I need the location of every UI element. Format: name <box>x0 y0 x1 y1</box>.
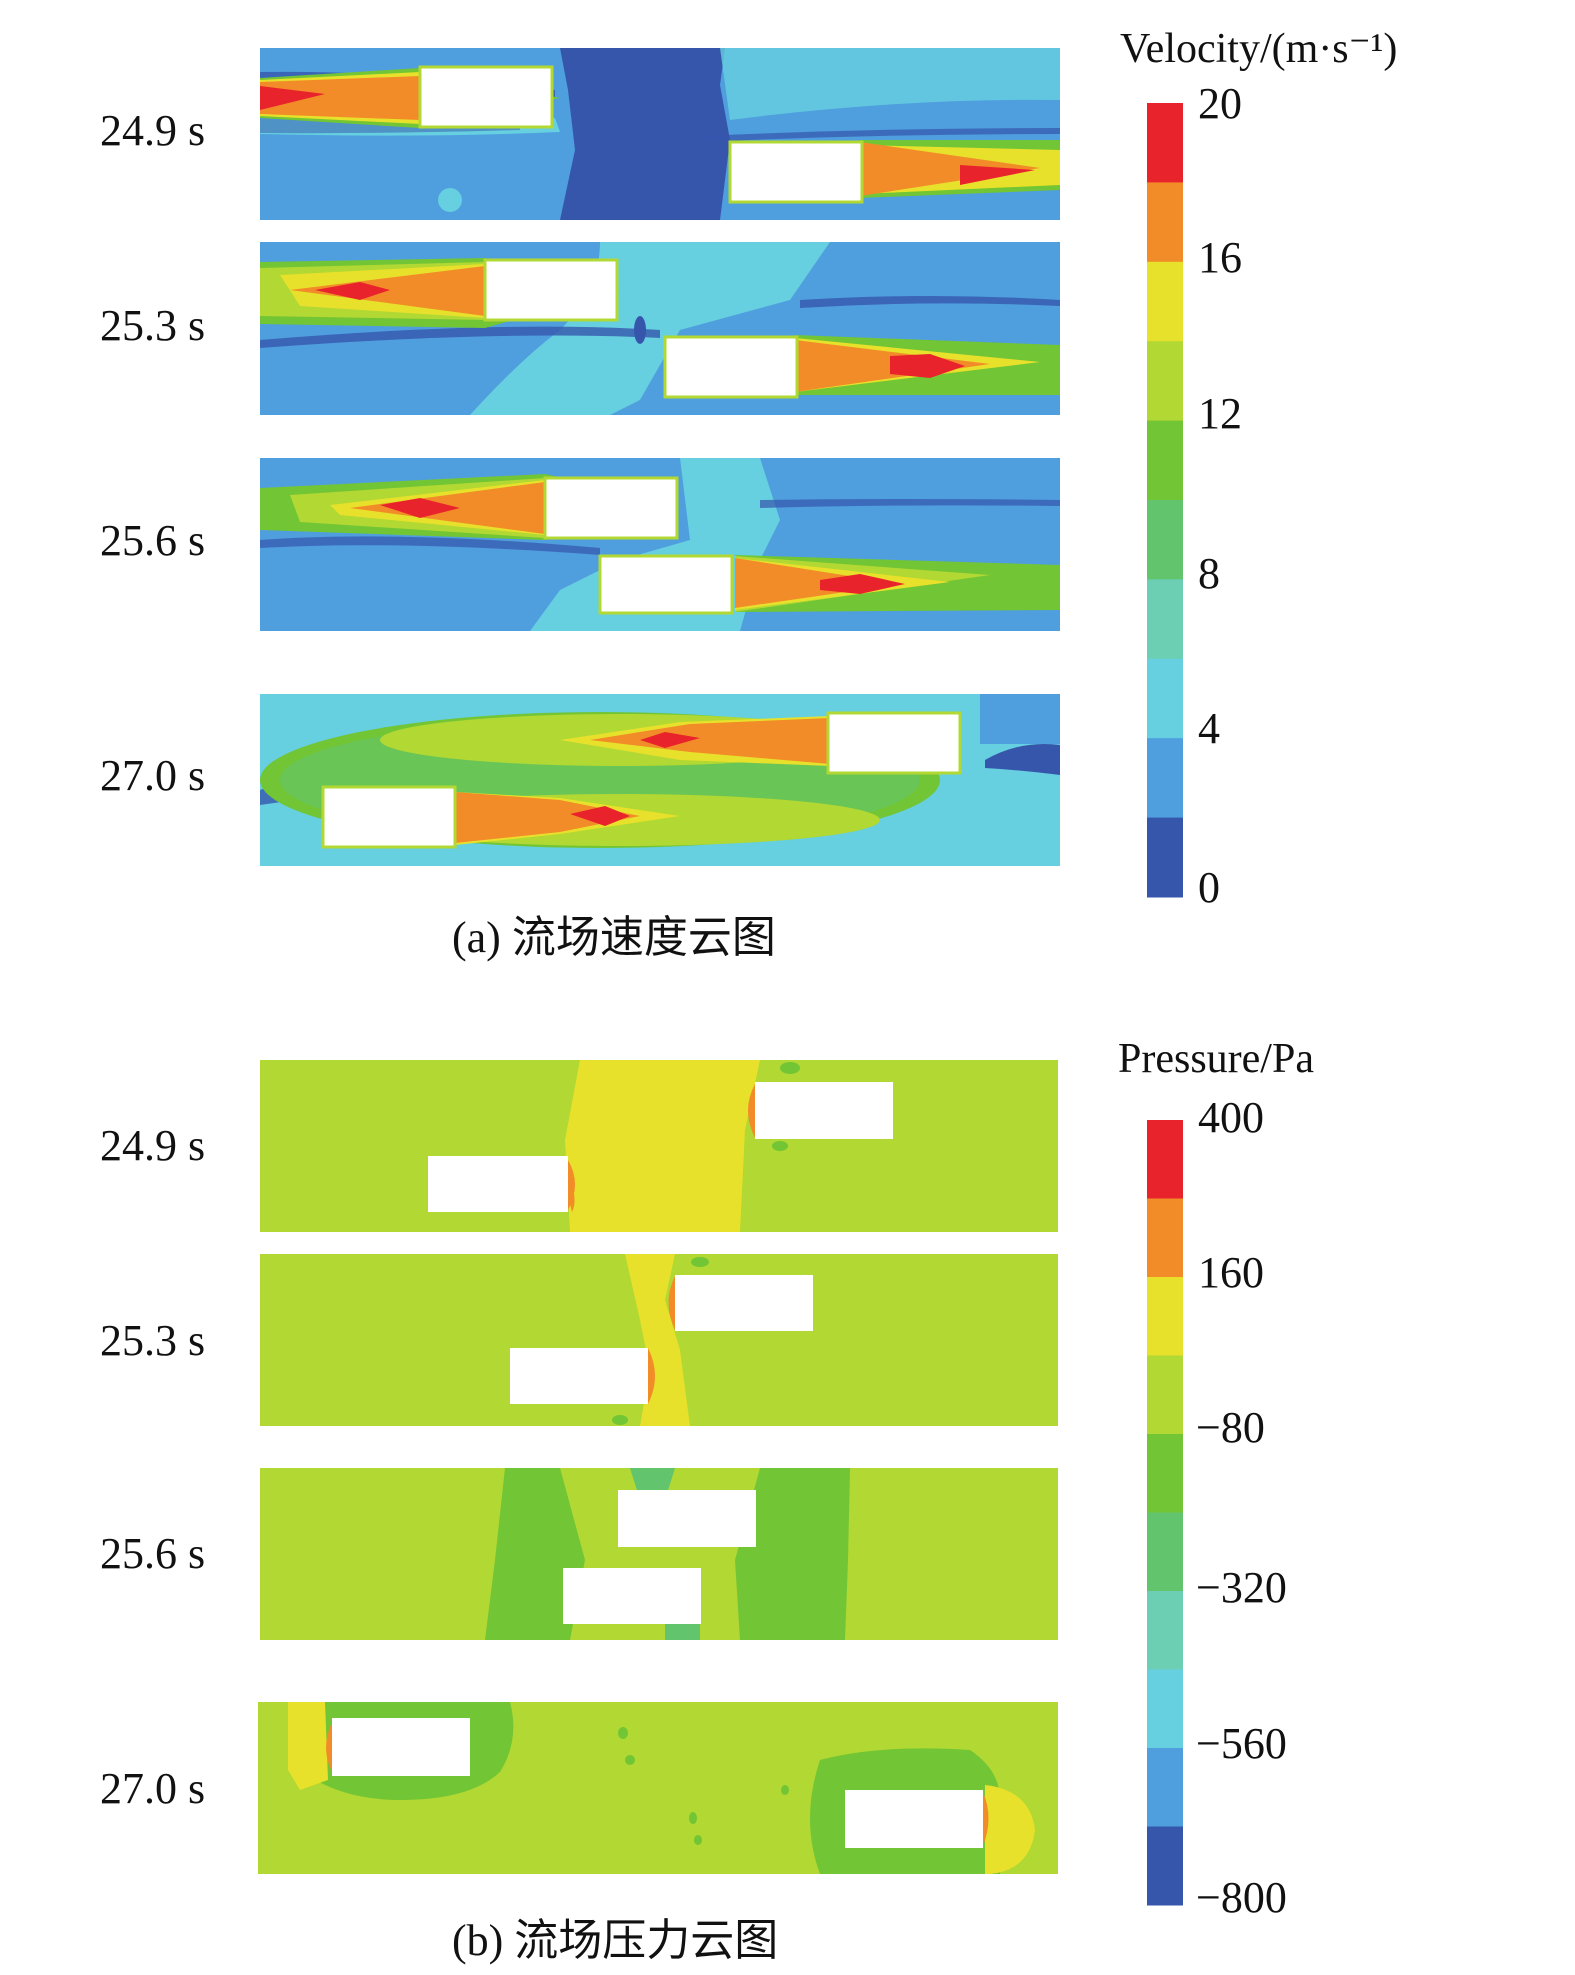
pressure-contour-25.3s <box>260 1254 1058 1426</box>
velocity-time-label-1: 24.9 s <box>100 106 205 155</box>
velocity-tick-4: 4 <box>1198 704 1220 753</box>
velocity-contour-25.6s <box>260 458 1060 631</box>
velocity-tick-12: 12 <box>1198 389 1242 438</box>
pressure-colorbar <box>1147 1120 1183 1906</box>
pressure-legend-title: Pressure/Pa <box>1118 1036 1314 1082</box>
velocity-colorbar-band-3 <box>1147 261 1183 342</box>
pressure-colorbar-band-10 <box>1147 1826 1183 1906</box>
velocity-time-label-2: 25.3 s <box>100 301 205 350</box>
velocity-caption: (a) 流场速度云图 <box>452 913 776 962</box>
velocity-colorbar-band-2 <box>1147 182 1183 263</box>
velocity-colorbar-band-7 <box>1147 579 1183 660</box>
pressure-colorbar-band-7 <box>1147 1591 1183 1670</box>
pressure-colorbar-band-2 <box>1147 1198 1183 1278</box>
velocity-time-label-4: 27.0 s <box>100 751 205 800</box>
pressure-time-label-3: 25.6 s <box>100 1529 205 1578</box>
pressure-colorbar-band-8 <box>1147 1669 1183 1749</box>
pressure-colorbar-band-5 <box>1147 1434 1183 1513</box>
pressure-time-label-2: 25.3 s <box>100 1316 205 1365</box>
pressure-time-label-4: 27.0 s <box>100 1764 205 1813</box>
velocity-colorbar-band-9 <box>1147 738 1183 819</box>
velocity-colorbar-band-6 <box>1147 500 1183 580</box>
pressure-panel: 24.9 s 25.3 s 25.6 s 27.0 s <box>100 1036 1314 1965</box>
pressure-caption: (b) 流场压力云图 <box>452 1916 778 1965</box>
velocity-panel: 24.9 s 25.3 s 25.6 s 27.0 s <box>100 26 1397 962</box>
pressure-tick-neg80: −80 <box>1196 1403 1265 1452</box>
velocity-colorbar-band-8 <box>1147 658 1183 739</box>
velocity-tick-20: 20 <box>1198 79 1242 128</box>
pressure-tick-neg320: −320 <box>1196 1563 1287 1612</box>
pressure-contour-25.6s <box>260 1468 1058 1640</box>
pressure-contour-24.9s <box>260 1060 1058 1232</box>
pressure-colorbar-band-1 <box>1147 1120 1183 1199</box>
velocity-colorbar-band-10 <box>1147 817 1183 898</box>
pressure-colorbar-band-3 <box>1147 1277 1183 1356</box>
pressure-colorbar-band-9 <box>1147 1748 1183 1827</box>
velocity-contour-27.0s <box>260 694 1060 866</box>
pressure-tick-400: 400 <box>1198 1093 1264 1142</box>
velocity-tick-0: 0 <box>1198 863 1220 912</box>
velocity-tick-8: 8 <box>1198 549 1220 598</box>
pressure-tick-neg560: −560 <box>1196 1719 1287 1768</box>
pressure-tick-neg800: −800 <box>1196 1873 1287 1922</box>
velocity-time-label-3: 25.6 s <box>100 516 205 565</box>
velocity-legend-title: Velocity/(m·s⁻¹) <box>1120 26 1397 72</box>
velocity-colorbar <box>1147 103 1183 898</box>
velocity-colorbar-band-5 <box>1147 420 1183 501</box>
pressure-contour-27.0s <box>258 1702 1058 1874</box>
pressure-legend: Pressure/Pa 400 160 −80 −320 −560 −800 <box>1118 1036 1314 1922</box>
velocity-legend: Velocity/(m·s⁻¹) 20 16 12 8 4 0 <box>1120 26 1397 912</box>
velocity-contour-25.3s <box>260 242 1060 415</box>
pressure-time-label-1: 24.9 s <box>100 1121 205 1170</box>
velocity-colorbar-band-1 <box>1147 103 1183 183</box>
pressure-colorbar-band-4 <box>1147 1355 1183 1435</box>
velocity-contour-24.9s <box>260 48 1060 220</box>
pressure-colorbar-band-6 <box>1147 1512 1183 1592</box>
velocity-tick-16: 16 <box>1198 233 1242 282</box>
velocity-colorbar-band-4 <box>1147 341 1183 422</box>
pressure-tick-160: 160 <box>1198 1248 1264 1297</box>
